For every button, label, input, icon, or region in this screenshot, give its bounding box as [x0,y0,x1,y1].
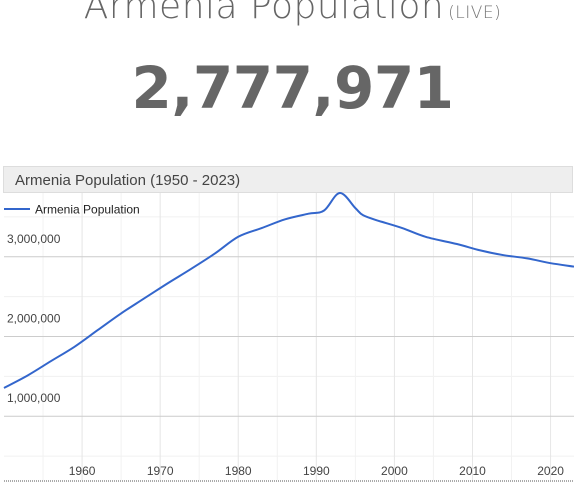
x-tick-label: 1960 [69,464,96,478]
x-tick-label: 2000 [381,464,408,478]
population-chart: Armenia Population (1950 - 2023) 1960 197… [3,166,574,484]
x-tick-label: 2020 [537,464,564,478]
x-tick-label: 1970 [147,464,174,478]
live-label: (LIVE) [448,3,502,23]
y-tick-label: 3,000,000 [7,232,61,246]
chart-title: Armenia Population (1950 - 2023) [3,166,573,193]
x-tick-label: 1990 [303,464,330,478]
chart-plot-area: 1960 1970 1980 1990 2000 2010 2020 1,000,000 2,0… [3,192,574,482]
x-tick-label: 2010 [459,464,486,478]
series-line-armenia-population [3,192,574,389]
legend-label: Armenia Population [35,203,140,217]
page-title: Armenia Population (LIVE) [0,0,585,27]
y-tick-label: 1,000,000 [7,391,61,405]
page-title-text: Armenia Population [83,0,445,27]
live-population-counter: 2,777,971 [131,54,454,122]
y-tick-label: 2,000,000 [7,312,61,326]
x-tick-label: 1980 [225,464,252,478]
